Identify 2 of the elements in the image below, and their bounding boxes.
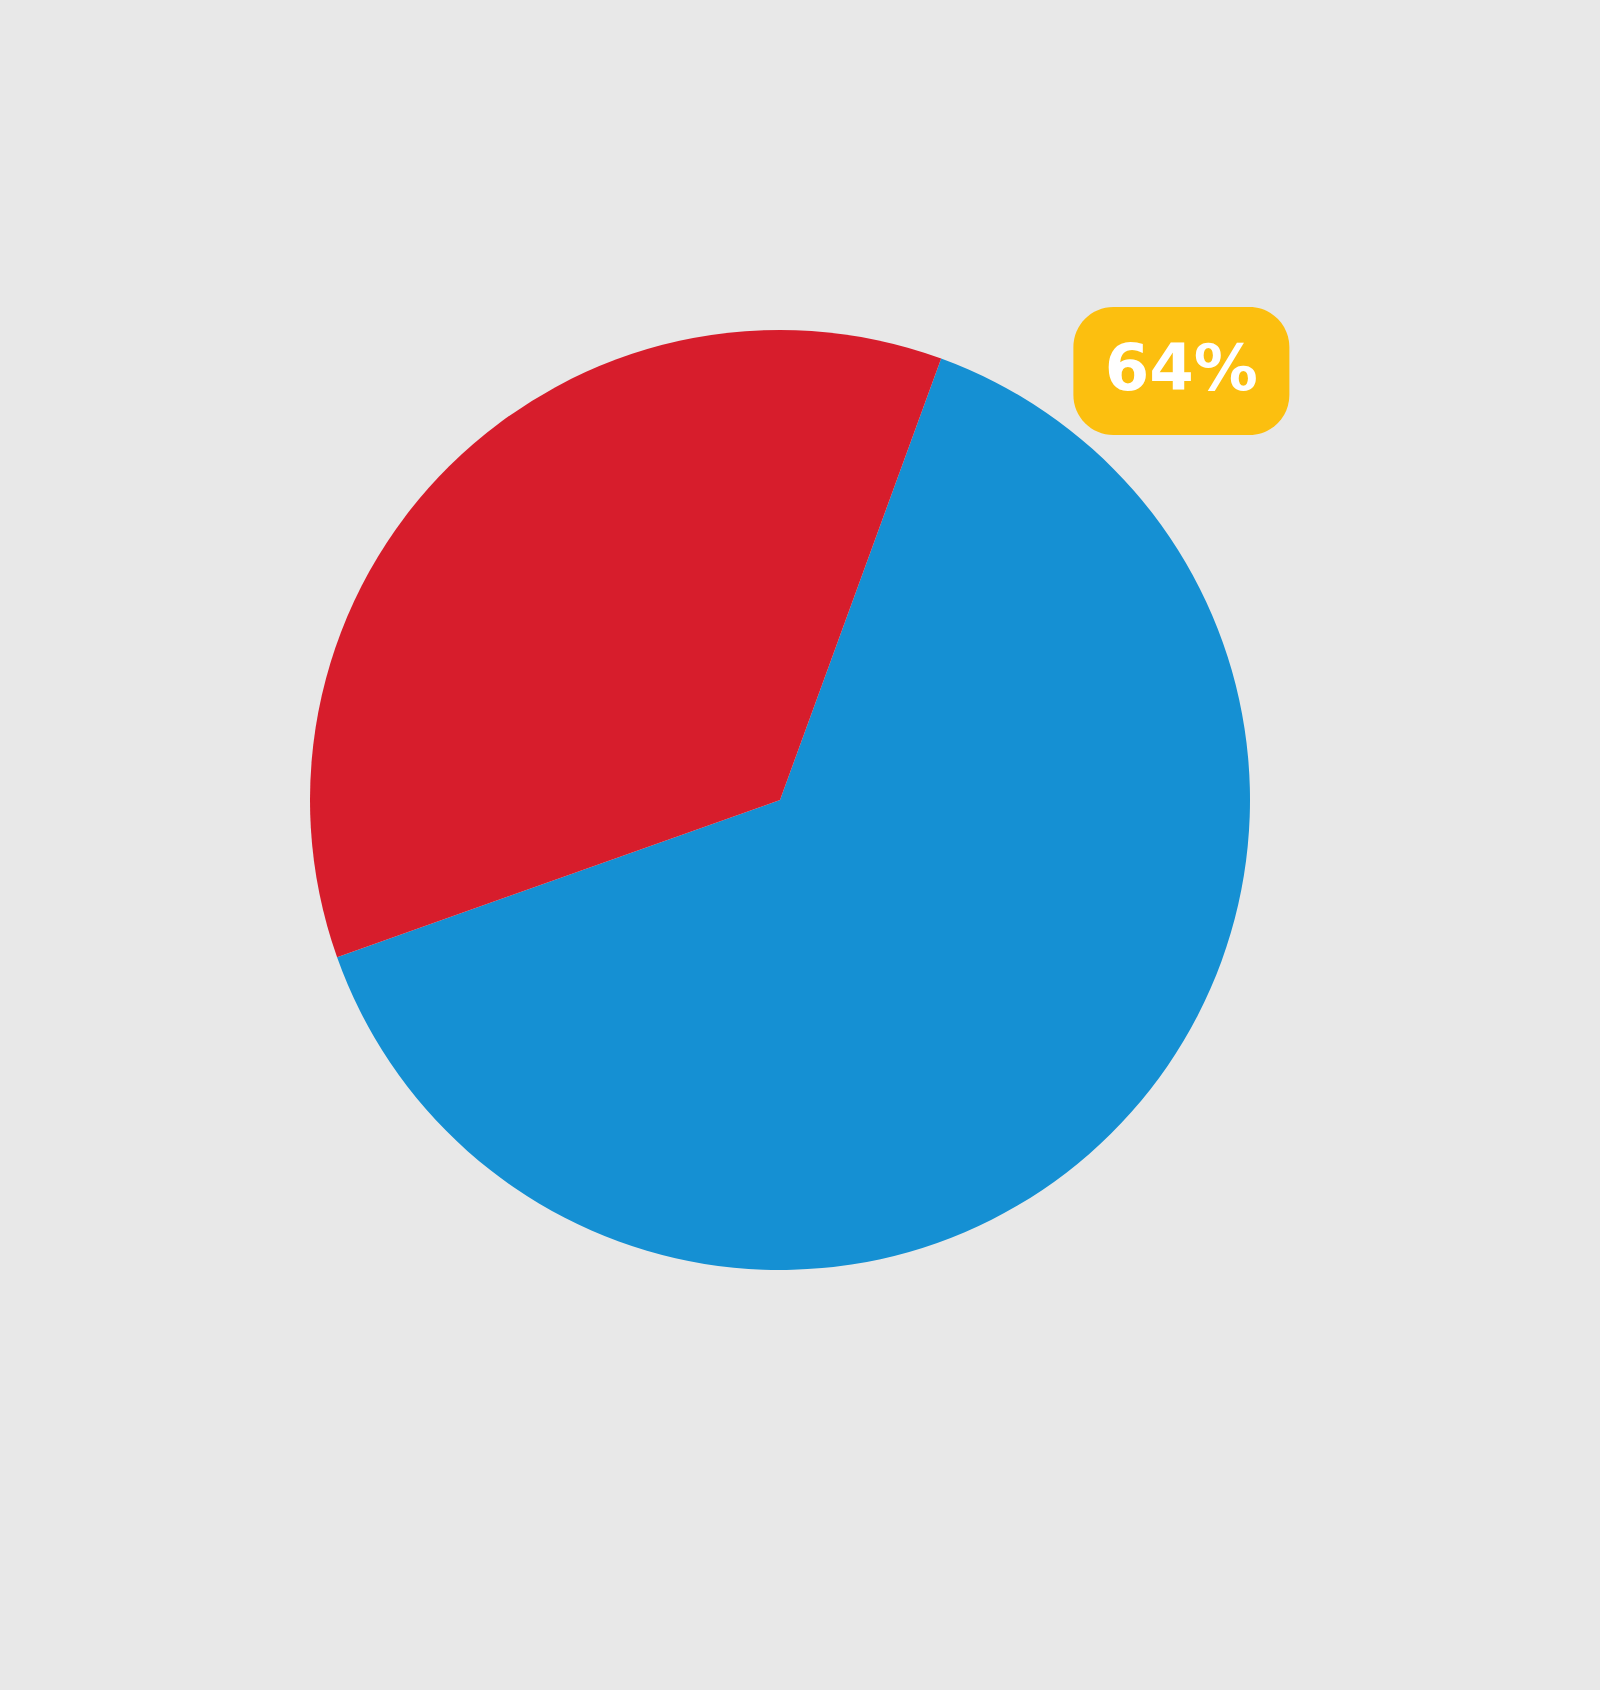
data-label: 64% — [1104, 330, 1258, 405]
pie-slice — [310, 330, 942, 958]
